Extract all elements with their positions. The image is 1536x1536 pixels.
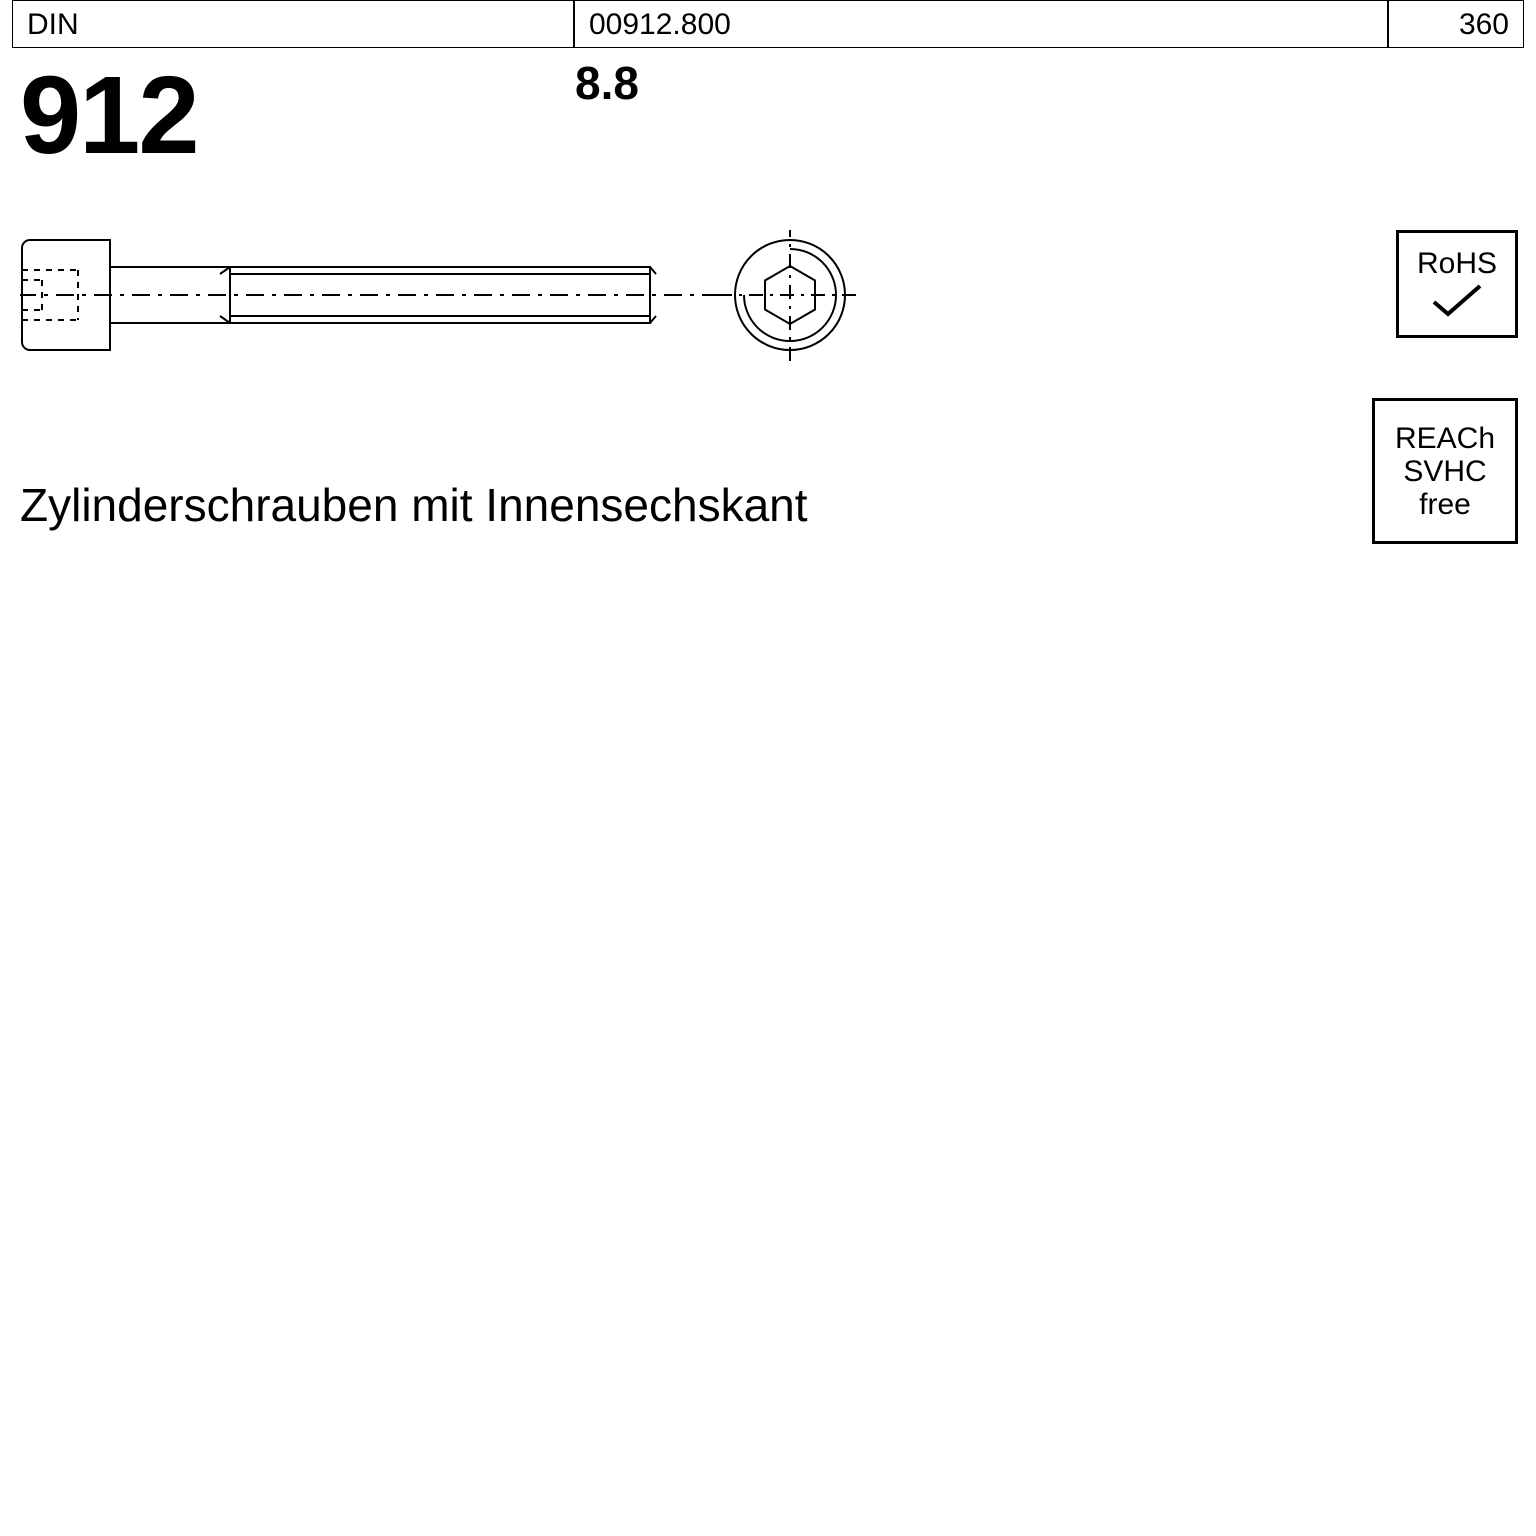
din-number: 912 [20,52,198,179]
property-class: 8.8 [575,56,639,110]
rohs-label: RoHS [1417,247,1497,280]
header-center: 00912.800 [575,1,1387,49]
reach-line-1: REACh [1395,422,1495,455]
header-right: 360 [1389,1,1523,49]
screw-svg [20,230,920,410]
reach-badge: REACh SVHC free [1372,398,1518,544]
check-icon [1428,280,1486,322]
reach-line-2: SVHC [1403,455,1486,488]
header-row: DIN 00912.800 360 [12,0,1524,48]
reach-line-3: free [1419,488,1471,521]
product-name: Zylinderschrauben mit Innensechskant [20,478,808,532]
rohs-badge: RoHS [1396,230,1518,338]
screw-drawing [20,230,920,410]
header-left: DIN [13,1,573,49]
datasheet: DIN 00912.800 360 912 8.8 [0,0,1536,1536]
